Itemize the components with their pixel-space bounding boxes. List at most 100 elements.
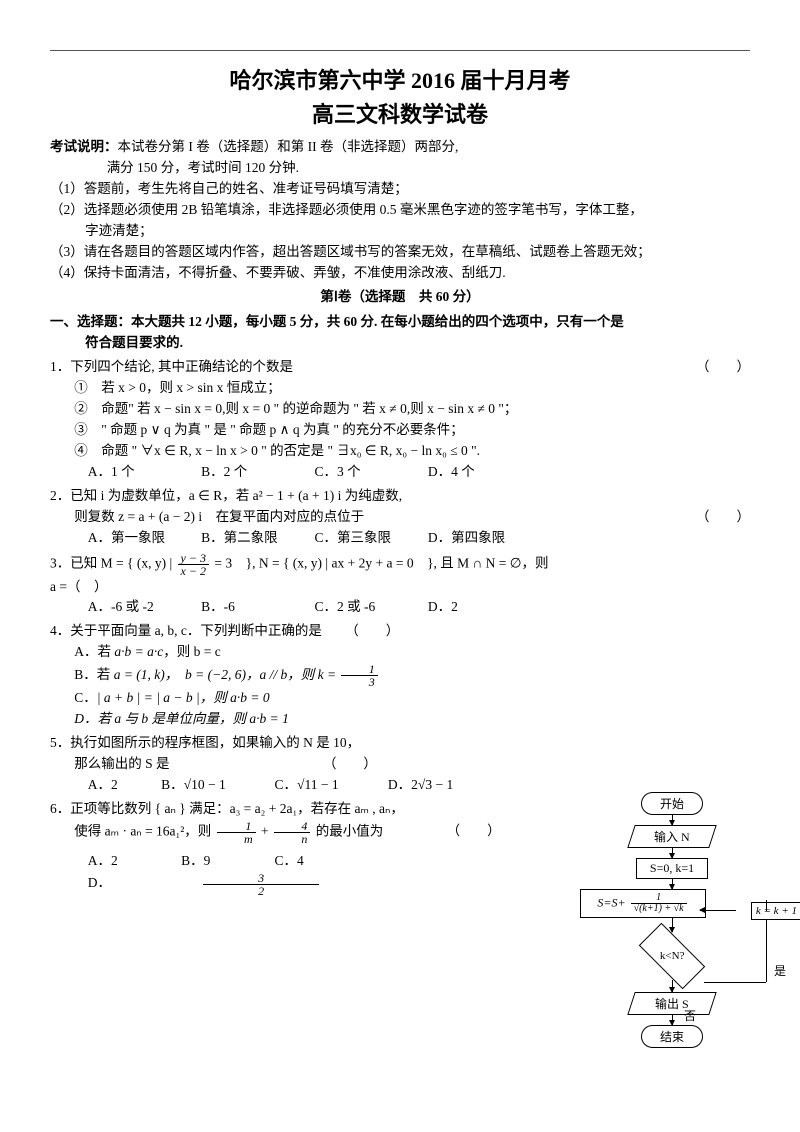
q3-frac: y − 3 x − 2	[178, 552, 209, 577]
q3-pre: 3．已知 M = { (x, y) |	[50, 555, 176, 570]
q1-stem: 1．下列四个结论, 其中正确结论的个数是	[50, 359, 293, 374]
q6-f1n: 1	[217, 820, 256, 833]
q6-stem2-post: 的最小值为	[316, 823, 384, 838]
instr-1: （1）答题前，考生先将自己的姓名、准考证号码填写清楚；	[50, 179, 750, 200]
q4-oC-pre: C．	[74, 690, 97, 705]
q5-paren: （ ）	[323, 756, 377, 771]
q4-oB-mid: a = (1, k)， b = (−2, 6)，a // b，则 k =	[114, 667, 340, 682]
q5-stem1: 5．执行如图所示的程序框图，如果输入的 N 是 10，	[50, 733, 590, 754]
q1-c2: ② 命题" 若 x − sin x = 0,则 x = 0 " 的逆命题为 " …	[50, 399, 750, 420]
instr-lead-rest: 本试卷分第 I 卷（选择题）和第 II 卷（非选择题）两部分,	[118, 139, 459, 154]
q5-oA: A．2	[88, 775, 158, 796]
q4-oB: B．若 a = (1, k)， b = (−2, 6)，a // b，则 k =…	[74, 667, 379, 682]
fc-arrow	[672, 815, 673, 825]
instructions: 考试说明：本试卷分第 I 卷（选择题）和第 II 卷（非选择题）两部分, 满分 …	[50, 137, 750, 283]
q4-paren: （ ）	[345, 623, 399, 638]
fc-no: 否	[684, 1007, 696, 1024]
fc-line	[766, 900, 767, 910]
fc-start: 开始	[641, 792, 703, 815]
fc-arrow	[672, 1015, 673, 1025]
q4-oC-expr: | a + b | = | a − b |，则 a·b = 0	[97, 690, 270, 705]
instr-4: （4）保持卡面清洁，不得折叠、不要弄破、弄皱，不准使用涂改液、刮纸刀.	[50, 263, 750, 284]
q3: 3．已知 M = { (x, y) | y − 3 x − 2 = 3 }, N…	[50, 552, 750, 619]
fc-end: 结束	[641, 1025, 703, 1048]
q3-oB: B．-6	[201, 597, 311, 618]
q2-stem2: 则复数 z = a + (a − 2) i 在复平面内对应的点位于	[74, 509, 364, 524]
fc-line	[766, 910, 767, 911]
fc-line	[704, 982, 766, 983]
q2: 2．已知 i 为虚数单位，a ∈ R，若 a² − 1 + (a + 1) i …	[50, 486, 750, 549]
top-rule	[50, 50, 750, 51]
q5-oB: B．√10 − 1	[161, 775, 271, 796]
fc-line	[700, 910, 736, 911]
fc-proc-frac: 1 √(k+1) + √k	[631, 893, 687, 914]
q6-f1d: m	[217, 833, 256, 845]
q6-oD: D． 3 2	[88, 872, 321, 897]
q1-oB: B．2 个	[201, 462, 311, 483]
subtitle: 高三文科数学试卷	[50, 97, 750, 129]
q4-oD: D．若 a 与 b 是单位向量，则 a·b = 1	[74, 711, 289, 726]
q4-oA: A．若 a·b = a·c，则 b = c	[74, 644, 220, 659]
q4: 4．关于平面向量 a, b, c．下列判断中正确的是 （ ） A．若 a·b =…	[50, 621, 590, 730]
q6-oD-frac: 3 2	[203, 872, 319, 897]
q6-stem2-pre: 使得 aₘ · aₙ = 16a₁²，则	[74, 823, 214, 838]
q4-oB-frac: 1 3	[341, 663, 377, 688]
q6-oC: C．4	[275, 851, 365, 872]
instr-3: （3）请在各题目的答题区域内作答，超出答题区域书写的答案无效，在草稿纸、试题卷上…	[50, 242, 750, 263]
q2-oC: C．第三象限	[315, 528, 425, 549]
q6-f2d: n	[274, 833, 310, 845]
instr-2a: （2）选择题必须使用 2B 铅笔填涂，非选择题必须使用 0.5 毫米黑色字迹的签…	[50, 200, 750, 221]
q6-oD-pre: D．	[88, 873, 198, 894]
fc-arrow	[672, 879, 673, 889]
fc-arrow	[672, 918, 673, 932]
title: 哈尔滨市第六中学 2016 届十月月考	[50, 63, 750, 95]
q4-stem: 4．关于平面向量 a, b, c．下列判断中正确的是	[50, 623, 322, 638]
q1: 1．下列四个结论, 其中正确结论的个数是 （ ） ① 若 x > 0，则 x >…	[50, 357, 750, 483]
fc-line	[766, 920, 767, 982]
q6: 6．正项等比数列 { aₙ } 满足：a₃ = a₂ + 2a₁，若存在 aₘ …	[50, 799, 590, 897]
q6-f2n: 4	[274, 820, 310, 833]
section1-heading: 第Ⅰ卷（选择题 共 60 分）	[50, 287, 750, 308]
q5-oC: C．√11 − 1	[275, 775, 385, 796]
q6-oA: A．2	[88, 851, 178, 872]
instr-line2: 满分 150 分，考试时间 120 分钟.	[50, 158, 750, 179]
q4-oB-pre: B．若	[74, 667, 113, 682]
fc-input-text: 输入 N	[654, 828, 690, 845]
q1-oC: C．3 个	[315, 462, 425, 483]
q3-oC: C．2 或 -6	[315, 597, 425, 618]
q3-oA: A．-6 或 -2	[88, 597, 198, 618]
flowchart: 开始 输入 N S=0, k=1 S=S+ 1 √(k+1) + √k k<N?…	[592, 792, 752, 1048]
fc-arrow	[672, 848, 673, 858]
q2-paren: （ ）	[672, 507, 750, 528]
q6-oB: B．9	[181, 851, 271, 872]
q3-stem2: a =（ ）	[50, 577, 750, 598]
q6-oDn: 3	[203, 872, 319, 885]
fc-dia-text: k<N?	[660, 950, 685, 962]
q2-oA: A．第一象限	[88, 528, 198, 549]
q4-oB-den: 3	[341, 676, 377, 688]
fc-output: 输出 S	[627, 992, 716, 1015]
q6-oDd: 2	[203, 885, 319, 897]
q6-stem1: 6．正项等比数列 { aₙ } 满足：a₃ = a₂ + 2a₁，若存在 aₘ …	[50, 799, 590, 820]
q4-oA-mid: a·b = a·c	[114, 644, 163, 659]
q1-oD: D．4 个	[428, 462, 538, 483]
fc-arrow	[672, 980, 673, 992]
instr-2b: 字迹清楚；	[50, 221, 750, 242]
q1-c3: ③ " 命题 p ∨ q 为真 " 是 " 命题 p ∧ q 为真 " 的充分不…	[50, 420, 750, 441]
q5-oD: D．2√3 − 1	[388, 775, 498, 796]
q3-frac-num: y − 3	[178, 552, 209, 565]
q4-oA-post: ，则 b = c	[163, 644, 220, 659]
q1-oA: A．1 个	[88, 462, 198, 483]
q4-oC: C．| a + b | = | a − b |，则 a·b = 0	[74, 690, 269, 705]
q6-frac2: 4 n	[274, 820, 310, 845]
q1-paren: （ ）	[696, 357, 750, 378]
q3-oD: D．2	[428, 597, 538, 618]
q2-oB: B．第二象限	[201, 528, 311, 549]
instr-lead-bold: 考试说明：	[50, 139, 118, 154]
fc-yes: 是	[774, 962, 786, 979]
q3-frac-den: x − 2	[178, 565, 209, 577]
q1-c4: ④ 命题 " ∀x ∈ R, x − ln x > 0 " 的否定是 " ∃x₀…	[50, 441, 750, 462]
q3-mid: = 3 }, N = { (x, y) | ax + 2y + a = 0 },…	[214, 555, 548, 570]
q2-stem1: 2．已知 i 为虚数单位，a ∈ R，若 a² − 1 + (a + 1) i …	[50, 486, 750, 507]
q5-stem2: 那么输出的 S 是	[74, 756, 169, 771]
